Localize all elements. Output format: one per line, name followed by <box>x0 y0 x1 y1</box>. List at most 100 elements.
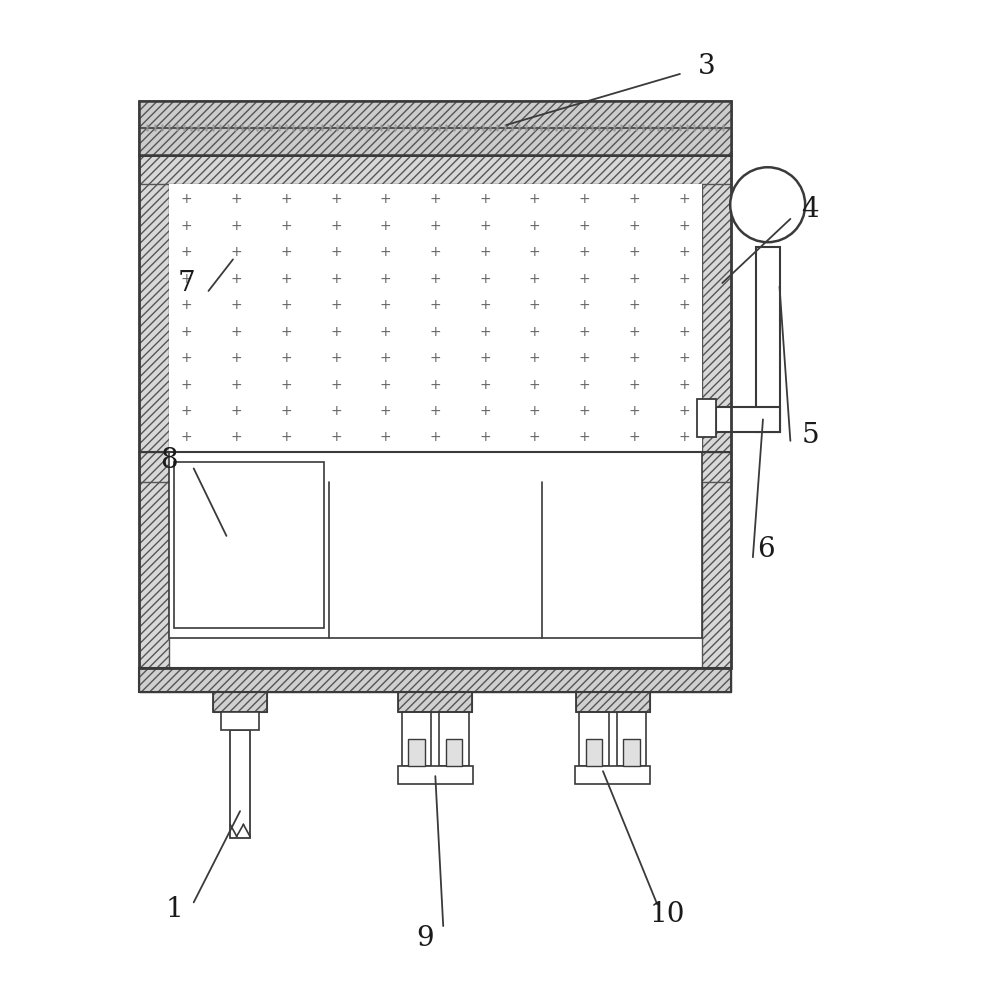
Text: +: + <box>281 192 292 206</box>
Text: +: + <box>628 404 640 418</box>
Text: +: + <box>579 245 590 259</box>
Text: +: + <box>181 378 193 392</box>
Text: +: + <box>230 430 242 444</box>
Text: +: + <box>281 378 292 392</box>
Text: +: + <box>529 272 541 286</box>
Text: +: + <box>230 219 242 233</box>
Text: +: + <box>330 298 342 312</box>
Bar <box>139 101 731 155</box>
Bar <box>576 692 650 712</box>
Text: +: + <box>380 192 392 206</box>
Bar <box>139 668 731 692</box>
Text: +: + <box>281 430 292 444</box>
Text: 8: 8 <box>160 447 178 474</box>
Text: +: + <box>628 192 640 206</box>
Text: +: + <box>480 298 491 312</box>
Bar <box>446 739 462 766</box>
Text: +: + <box>330 430 342 444</box>
Text: +: + <box>230 325 242 339</box>
Text: +: + <box>281 298 292 312</box>
Bar <box>399 692 473 712</box>
Text: +: + <box>678 245 689 259</box>
Text: +: + <box>330 245 342 259</box>
Bar <box>585 739 602 766</box>
Text: +: + <box>181 245 193 259</box>
Text: 4: 4 <box>801 196 819 223</box>
Text: +: + <box>181 404 193 418</box>
Text: +: + <box>181 219 193 233</box>
Text: +: + <box>628 272 640 286</box>
Bar <box>576 766 651 784</box>
Bar <box>696 399 716 437</box>
Text: 10: 10 <box>650 901 684 928</box>
Text: +: + <box>380 378 392 392</box>
Bar <box>756 247 779 432</box>
Bar <box>139 452 731 482</box>
Text: +: + <box>579 404 590 418</box>
Text: +: + <box>429 378 441 392</box>
Text: +: + <box>429 351 441 365</box>
Bar <box>399 692 473 712</box>
Text: +: + <box>480 272 491 286</box>
Text: +: + <box>429 325 441 339</box>
Text: +: + <box>230 404 242 418</box>
Text: +: + <box>529 430 541 444</box>
Bar <box>213 692 267 712</box>
Text: +: + <box>579 378 590 392</box>
Text: +: + <box>429 192 441 206</box>
Text: +: + <box>678 325 689 339</box>
Text: +: + <box>678 192 689 206</box>
Text: +: + <box>380 351 392 365</box>
Bar <box>230 730 250 838</box>
Text: +: + <box>628 378 640 392</box>
Text: +: + <box>330 378 342 392</box>
Bar <box>716 407 779 432</box>
Bar <box>576 692 650 712</box>
Text: 7: 7 <box>178 270 196 297</box>
Bar <box>139 668 731 692</box>
Text: +: + <box>579 272 590 286</box>
Text: +: + <box>579 192 590 206</box>
Text: +: + <box>628 245 640 259</box>
Bar <box>439 712 469 766</box>
Text: +: + <box>628 325 640 339</box>
Bar <box>139 155 731 184</box>
Text: +: + <box>281 351 292 365</box>
Text: +: + <box>181 325 193 339</box>
Text: +: + <box>579 430 590 444</box>
Bar <box>169 184 701 452</box>
Bar <box>139 155 731 668</box>
Text: +: + <box>429 430 441 444</box>
Bar <box>139 101 731 155</box>
Bar <box>222 712 259 730</box>
Text: +: + <box>480 192 491 206</box>
Text: +: + <box>181 430 193 444</box>
Text: +: + <box>480 404 491 418</box>
Text: +: + <box>678 430 689 444</box>
Text: +: + <box>429 404 441 418</box>
Bar <box>617 712 647 766</box>
Text: +: + <box>181 298 193 312</box>
Text: +: + <box>380 404 392 418</box>
Text: +: + <box>678 351 689 365</box>
Text: +: + <box>480 430 491 444</box>
Text: +: + <box>330 192 342 206</box>
Text: +: + <box>678 219 689 233</box>
Bar <box>701 155 731 668</box>
Text: +: + <box>529 245 541 259</box>
Text: +: + <box>678 298 689 312</box>
Text: +: + <box>579 298 590 312</box>
Text: +: + <box>628 351 640 365</box>
Text: +: + <box>230 192 242 206</box>
Text: +: + <box>429 272 441 286</box>
Text: +: + <box>281 404 292 418</box>
Text: +: + <box>380 245 392 259</box>
Bar <box>174 462 323 628</box>
Text: +: + <box>181 351 193 365</box>
Text: +: + <box>230 298 242 312</box>
Text: +: + <box>429 219 441 233</box>
Text: +: + <box>330 272 342 286</box>
Text: +: + <box>281 245 292 259</box>
Text: +: + <box>678 378 689 392</box>
Text: +: + <box>529 298 541 312</box>
